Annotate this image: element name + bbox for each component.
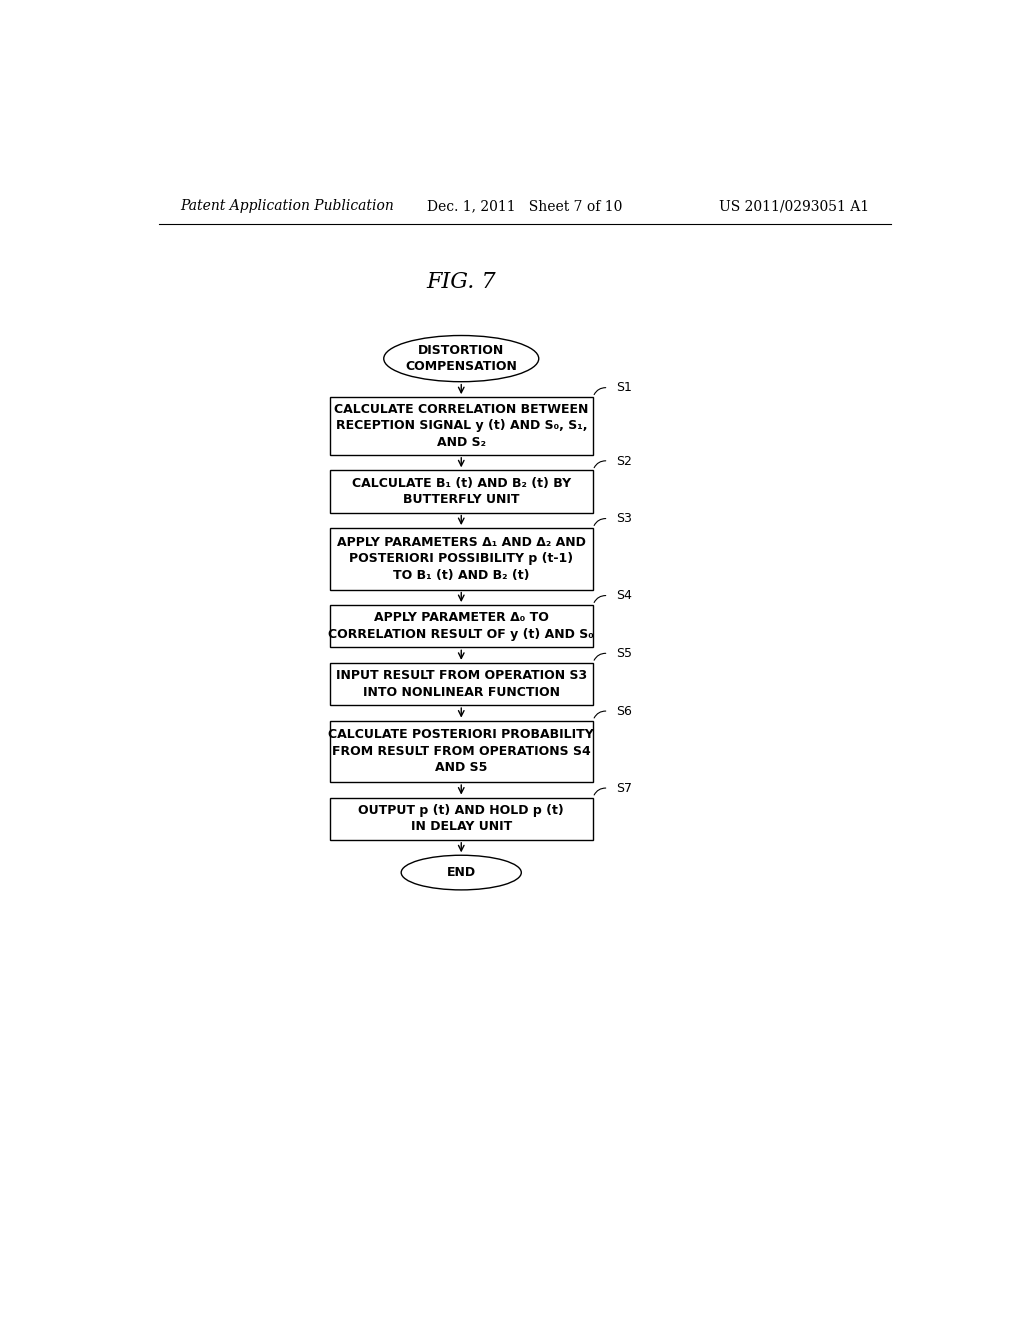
Text: CALCULATE B₁ (t) AND B₂ (t) BY
BUTTERFLY UNIT: CALCULATE B₁ (t) AND B₂ (t) BY BUTTERFLY… — [351, 477, 570, 506]
FancyBboxPatch shape — [330, 721, 593, 781]
Ellipse shape — [384, 335, 539, 381]
Text: CALCULATE CORRELATION BETWEEN
RECEPTION SIGNAL y (t) AND S₀, S₁,
AND S₂: CALCULATE CORRELATION BETWEEN RECEPTION … — [334, 403, 589, 449]
Text: S3: S3 — [616, 512, 632, 525]
Text: FIG. 7: FIG. 7 — [426, 271, 496, 293]
Text: Patent Application Publication: Patent Application Publication — [180, 199, 394, 213]
Text: S6: S6 — [616, 705, 632, 718]
Text: S1: S1 — [616, 381, 632, 395]
Ellipse shape — [401, 855, 521, 890]
Text: DISTORTION
COMPENSATION: DISTORTION COMPENSATION — [406, 345, 517, 374]
Text: Dec. 1, 2011   Sheet 7 of 10: Dec. 1, 2011 Sheet 7 of 10 — [427, 199, 623, 213]
Text: APPLY PARAMETERS Δ₁ AND Δ₂ AND
POSTERIORI POSSIBILITY p (t-1)
TO B₁ (t) AND B₂ (: APPLY PARAMETERS Δ₁ AND Δ₂ AND POSTERIOR… — [337, 536, 586, 582]
Text: S2: S2 — [616, 454, 632, 467]
FancyBboxPatch shape — [330, 663, 593, 705]
FancyBboxPatch shape — [330, 528, 593, 590]
Text: INPUT RESULT FROM OPERATION S3
INTO NONLINEAR FUNCTION: INPUT RESULT FROM OPERATION S3 INTO NONL… — [336, 669, 587, 698]
Text: S7: S7 — [616, 781, 632, 795]
FancyBboxPatch shape — [330, 397, 593, 455]
Text: OUTPUT p (t) AND HOLD p (t)
IN DELAY UNIT: OUTPUT p (t) AND HOLD p (t) IN DELAY UNI… — [358, 804, 564, 833]
FancyBboxPatch shape — [330, 605, 593, 647]
Text: CALCULATE POSTERIORI PROBABILITY
FROM RESULT FROM OPERATIONS S4
AND S5: CALCULATE POSTERIORI PROBABILITY FROM RE… — [329, 729, 594, 775]
Text: END: END — [446, 866, 476, 879]
Text: APPLY PARAMETER Δ₀ TO
CORRELATION RESULT OF y (t) AND S₀: APPLY PARAMETER Δ₀ TO CORRELATION RESULT… — [329, 611, 594, 642]
FancyBboxPatch shape — [330, 470, 593, 512]
Text: S5: S5 — [616, 647, 632, 660]
FancyBboxPatch shape — [330, 797, 593, 840]
Text: US 2011/0293051 A1: US 2011/0293051 A1 — [719, 199, 869, 213]
Text: S4: S4 — [616, 589, 632, 602]
